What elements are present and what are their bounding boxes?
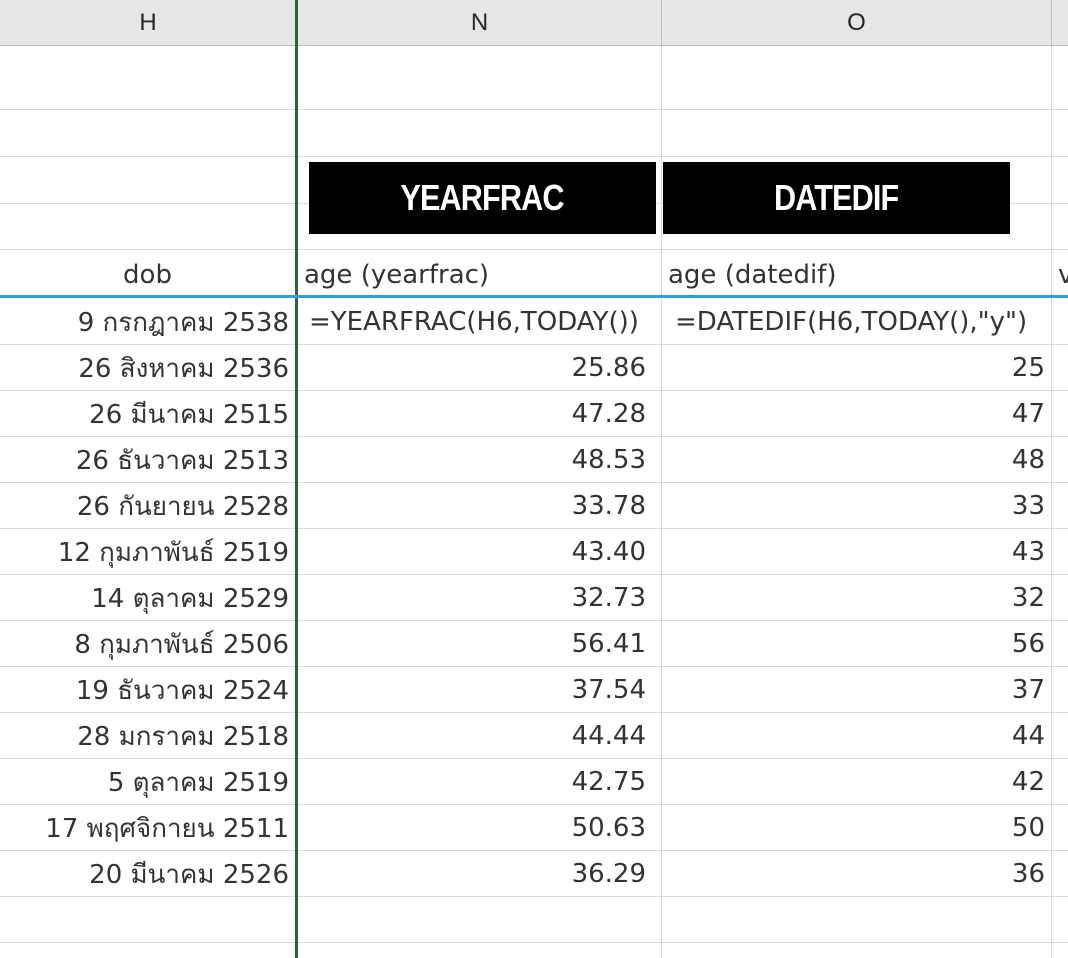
grid-hline [0, 109, 1068, 110]
dob-cell[interactable]: 26 กันยายน 2528 [76, 491, 289, 522]
grid-hline [0, 390, 1068, 391]
yearfrac-banner: YEARFRAC [309, 162, 656, 234]
dob-cell[interactable]: 28 มกราคม 2518 [77, 721, 289, 752]
datedif-banner: DATEDIF [663, 162, 1010, 234]
grid-hline [0, 344, 1068, 345]
grid-hline [0, 666, 1068, 667]
datedif-value-cell[interactable]: 36 [1011, 859, 1045, 889]
grid-hline [0, 528, 1068, 529]
datedif-formula-cell[interactable]: =DATEDIF(H6,TODAY(),"y") [675, 307, 1028, 337]
datedif-value-cell[interactable]: 25 [1011, 353, 1045, 383]
yearfrac-value-cell[interactable]: 32.73 [571, 583, 646, 613]
header-next-column[interactable]: v [1058, 260, 1068, 290]
datedif-value-cell[interactable]: 32 [1011, 583, 1045, 613]
grid-hline [0, 482, 1068, 483]
dob-cell[interactable]: 26 สิงหาคม 2536 [78, 353, 289, 384]
dob-cell[interactable]: 17 พฤศจิกายน 2511 [45, 813, 289, 844]
yearfrac-formula-cell[interactable]: =YEARFRAC(H6,TODAY()) [309, 307, 639, 337]
header-age-yearfrac[interactable]: age (yearfrac) [304, 260, 490, 290]
grid-vline [661, 46, 662, 958]
datedif-value-cell[interactable]: 33 [1011, 491, 1045, 521]
yearfrac-value-cell[interactable]: 36.29 [571, 859, 646, 889]
datedif-value-cell[interactable]: 48 [1011, 445, 1045, 475]
grid-hline [0, 249, 1068, 250]
grid-hline [0, 896, 1068, 897]
grid-hline [0, 620, 1068, 621]
yearfrac-value-cell[interactable]: 50.63 [571, 813, 646, 843]
grid-vline [1051, 46, 1052, 958]
yearfrac-value-cell[interactable]: 47.28 [571, 399, 646, 429]
yearfrac-value-cell[interactable]: 48.53 [571, 445, 646, 475]
yearfrac-value-cell[interactable]: 33.78 [571, 491, 646, 521]
column-header-n[interactable]: N [470, 8, 489, 36]
grid-hline [0, 436, 1068, 437]
dob-cell[interactable]: 8 กุมภาพันธ์ 2506 [74, 629, 289, 660]
dob-cell[interactable]: 19 ธันวาคม 2524 [75, 675, 289, 706]
column-header-divider [661, 0, 662, 45]
header-dob[interactable]: dob [123, 260, 172, 290]
datedif-value-cell[interactable]: 42 [1011, 767, 1045, 797]
yearfrac-value-cell[interactable]: 42.75 [571, 767, 646, 797]
dob-cell[interactable]: 12 กุมภาพันธ์ 2519 [57, 537, 289, 568]
column-header-o[interactable]: O [847, 8, 866, 36]
yearfrac-value-cell[interactable]: 44.44 [571, 721, 646, 751]
yearfrac-value-cell[interactable]: 37.54 [571, 675, 646, 705]
header-age-datedif[interactable]: age (datedif) [668, 260, 837, 290]
dob-cell[interactable]: 26 มีนาคม 2515 [89, 399, 289, 430]
dob-cell[interactable]: 9 กรกฎาคม 2538 [77, 307, 289, 338]
datedif-value-cell[interactable]: 47 [1011, 399, 1045, 429]
column-header-divider [1051, 0, 1052, 45]
yearfrac-value-cell[interactable]: 25.86 [571, 353, 646, 383]
dob-cell[interactable]: 14 ตุลาคม 2529 [91, 583, 289, 614]
grid-hline [0, 758, 1068, 759]
datedif-value-cell[interactable]: 50 [1011, 813, 1045, 843]
freeze-pane-vertical [295, 0, 298, 958]
grid-hline [0, 942, 1068, 943]
dob-cell[interactable]: 20 มีนาคม 2526 [89, 859, 289, 890]
grid-hline [0, 850, 1068, 851]
datedif-value-cell[interactable]: 43 [1011, 537, 1045, 567]
yearfrac-value-cell[interactable]: 56.41 [571, 629, 646, 659]
yearfrac-value-cell[interactable]: 43.40 [571, 537, 646, 567]
grid-hline [0, 712, 1068, 713]
grid-hline [0, 574, 1068, 575]
grid-hline [0, 156, 1068, 157]
dob-cell[interactable]: 26 ธันวาคม 2513 [75, 445, 289, 476]
dob-cell[interactable]: 5 ตุลาคม 2519 [107, 767, 289, 798]
column-header-bar [0, 0, 1068, 46]
datedif-value-cell[interactable]: 37 [1011, 675, 1045, 705]
datedif-value-cell[interactable]: 56 [1011, 629, 1045, 659]
column-header-h[interactable]: H [139, 8, 157, 36]
grid-hline [0, 804, 1068, 805]
datedif-value-cell[interactable]: 44 [1011, 721, 1045, 751]
freeze-pane-horizontal [0, 295, 1068, 298]
